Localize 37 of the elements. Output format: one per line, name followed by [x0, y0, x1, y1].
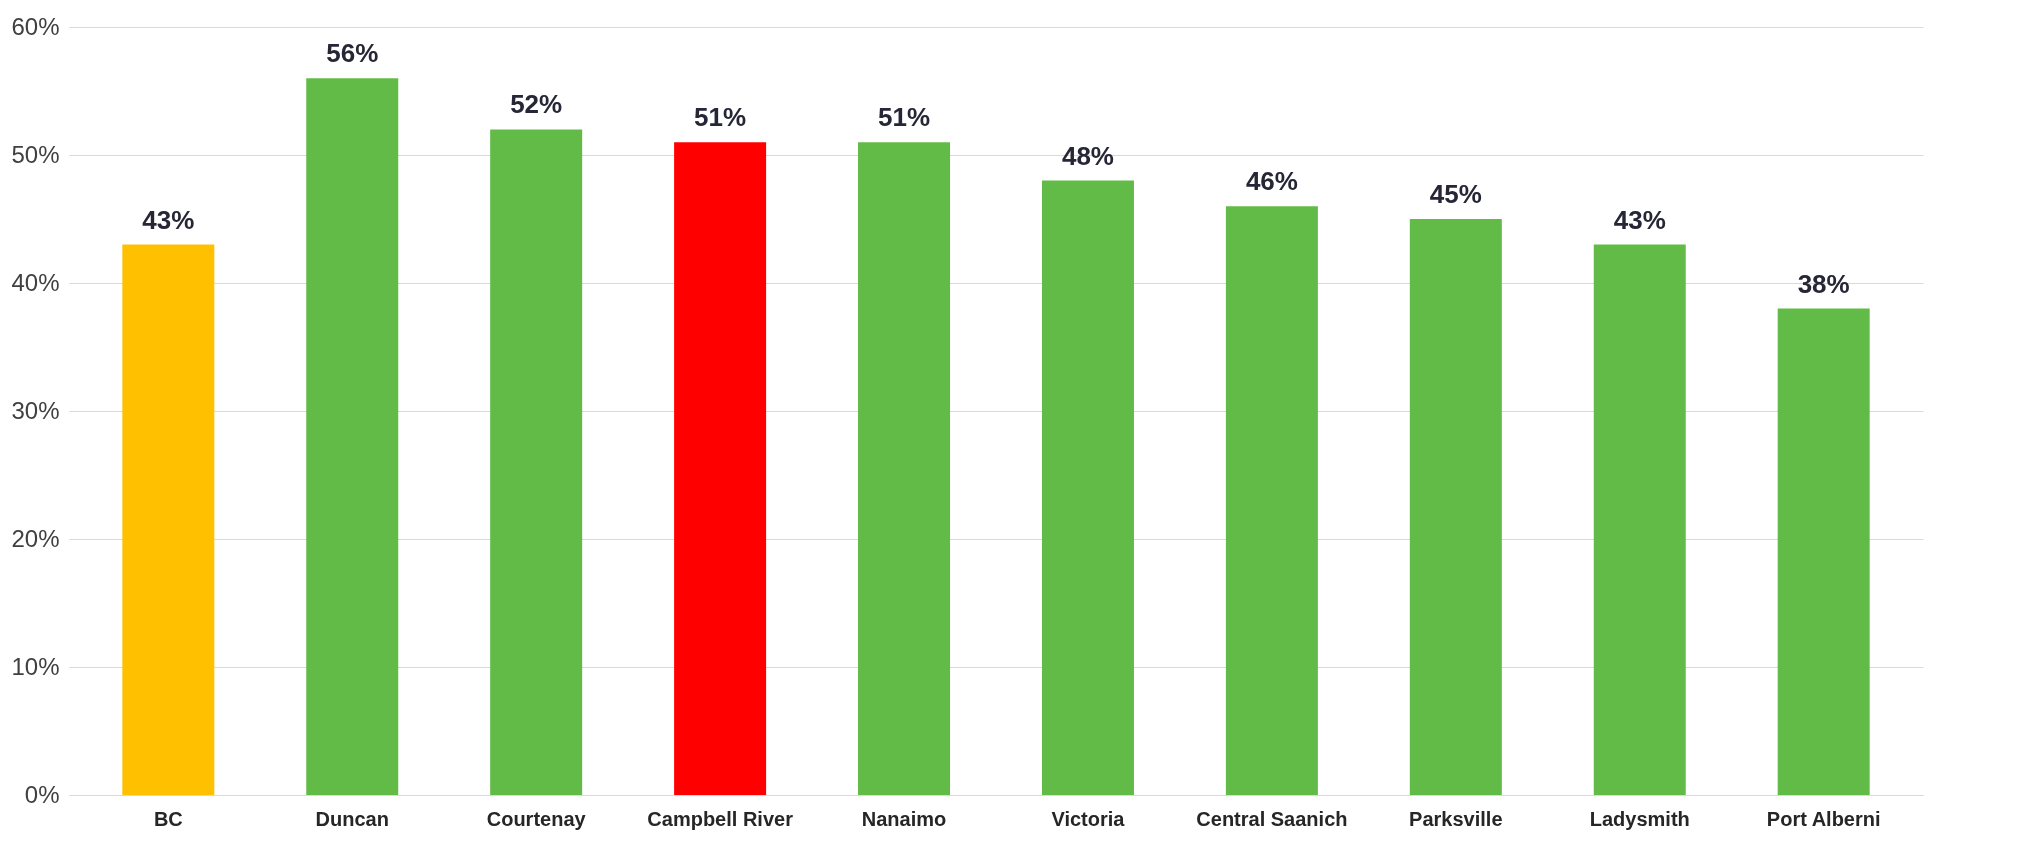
y-tick-label: 0%	[24, 780, 60, 808]
y-tick-label: 40%	[11, 268, 60, 296]
bar	[1777, 308, 1870, 795]
data-label: 52%	[510, 89, 563, 120]
bar	[674, 142, 767, 795]
y-tick-label: 60%	[11, 12, 60, 40]
x-tick-label: Nanaimo	[861, 807, 947, 830]
bar	[122, 244, 215, 795]
bar	[306, 78, 399, 795]
data-label: 45%	[1429, 179, 1482, 209]
data-label: 48%	[1061, 140, 1114, 171]
y-tick-label: 50%	[11, 140, 60, 168]
bar	[1225, 206, 1318, 795]
x-tick-label: BC	[153, 807, 183, 830]
data-label: 46%	[1245, 166, 1298, 197]
data-label: 51%	[694, 102, 747, 133]
x-tick-label: Duncan	[315, 807, 389, 830]
x-tick-label: Port Alberni	[1766, 807, 1881, 830]
data-label: 56%	[326, 38, 379, 69]
y-tick-label: 10%	[11, 652, 60, 680]
x-tick-label: Victoria	[1051, 807, 1126, 830]
bar	[1593, 244, 1686, 795]
data-label: 43%	[142, 204, 195, 235]
bar	[858, 142, 951, 795]
data-label: 38%	[1797, 268, 1850, 299]
data-label: 43%	[1613, 204, 1666, 235]
x-tick-label: Courtenay	[486, 807, 587, 830]
y-tick-label: 20%	[11, 524, 60, 552]
data-label: 51%	[878, 102, 931, 133]
x-tick-label: Parksville	[1409, 807, 1503, 830]
y-tick-label: 30%	[11, 396, 60, 424]
x-tick-label: Central Saanich	[1196, 807, 1348, 830]
x-tick-label: Ladysmith	[1589, 807, 1690, 830]
x-tick-label: Campbell River	[647, 807, 794, 830]
bar	[1409, 219, 1502, 795]
bar	[1041, 180, 1134, 795]
bar	[490, 129, 583, 795]
